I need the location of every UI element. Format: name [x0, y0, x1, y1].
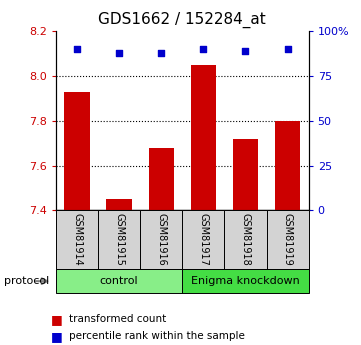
Bar	[56, 269, 182, 293]
Bar	[56, 210, 98, 269]
Text: ■: ■	[51, 330, 62, 343]
Bar	[182, 269, 309, 293]
Bar	[191, 65, 216, 210]
Bar	[106, 199, 132, 210]
Text: GSM81917: GSM81917	[198, 213, 208, 266]
Text: percentile rank within the sample: percentile rank within the sample	[69, 332, 244, 341]
Point	[158, 50, 164, 55]
Point	[116, 50, 122, 55]
Text: GSM81916: GSM81916	[156, 214, 166, 266]
Bar	[225, 210, 266, 269]
Title: GDS1662 / 152284_at: GDS1662 / 152284_at	[99, 12, 266, 28]
Text: ■: ■	[51, 313, 62, 326]
Text: control: control	[100, 276, 138, 286]
Point	[285, 46, 291, 52]
Point	[74, 46, 80, 52]
Bar	[233, 139, 258, 210]
Bar	[275, 121, 300, 210]
Bar	[98, 210, 140, 269]
Point	[243, 48, 248, 53]
Text: transformed count: transformed count	[69, 314, 166, 324]
Bar	[182, 210, 225, 269]
Text: GSM81918: GSM81918	[240, 214, 251, 266]
Point	[200, 46, 206, 52]
Text: GSM81919: GSM81919	[283, 214, 293, 266]
Text: GSM81915: GSM81915	[114, 213, 124, 266]
Text: protocol: protocol	[4, 276, 49, 286]
Bar	[149, 148, 174, 210]
Bar	[64, 92, 90, 210]
Bar	[140, 210, 182, 269]
Bar	[266, 210, 309, 269]
Text: Enigma knockdown: Enigma knockdown	[191, 276, 300, 286]
Text: GSM81914: GSM81914	[72, 214, 82, 266]
